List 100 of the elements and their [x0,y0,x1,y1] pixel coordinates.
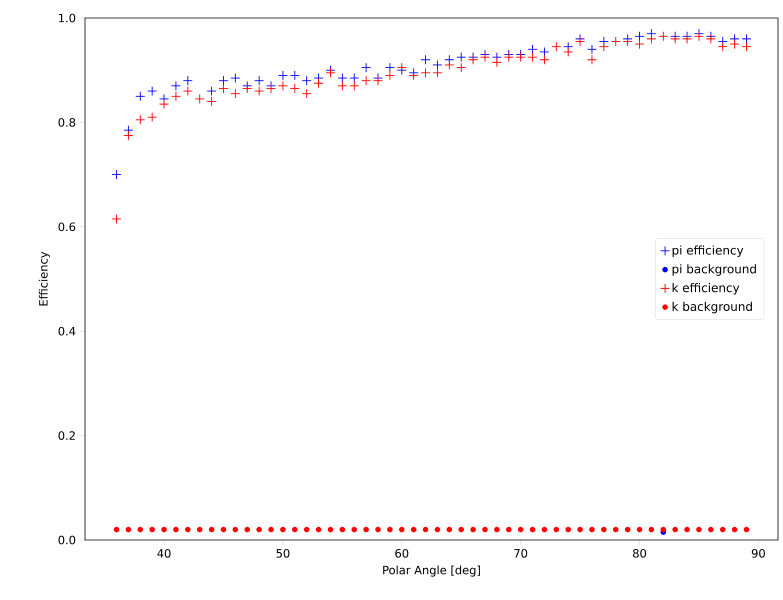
point [482,526,488,532]
point [254,86,264,96]
x-tick-label: 80 [633,549,646,558]
point [696,526,702,532]
point [208,526,214,532]
point [575,36,586,46]
point [206,86,217,96]
point [278,80,288,91]
y-tick-label: 0.6 [58,222,76,232]
point [114,526,120,532]
point [612,526,619,532]
point [506,526,512,532]
point [173,526,179,532]
point [646,34,656,44]
point [636,526,642,532]
point [565,526,571,532]
point [718,42,728,52]
x-tick-label: 50 [276,549,290,558]
point [601,526,607,532]
point [326,68,336,78]
point [137,526,144,532]
point [432,60,442,70]
point [458,526,464,532]
point [161,526,167,532]
y-tick-label: 0.8 [58,118,76,127]
point [384,70,395,80]
point [420,54,430,65]
point [456,62,466,73]
point [387,526,393,532]
point [410,526,416,532]
point [135,91,146,102]
point [598,42,609,52]
point [470,526,476,532]
point [182,76,193,86]
point [278,70,288,80]
y-axis-title: Efficiency [38,252,50,306]
x-tick-label: 60 [395,549,408,558]
point [732,526,738,532]
point [551,42,562,52]
point [230,73,240,83]
point [660,526,666,532]
point [384,62,395,73]
point [694,31,704,42]
point [126,526,132,532]
point [135,114,146,125]
point [634,31,644,42]
point [218,84,228,94]
point [672,526,678,532]
point [218,76,228,86]
point [624,526,630,532]
point [337,73,348,83]
point [587,54,597,65]
point [182,86,193,96]
point [220,526,226,532]
point [373,76,383,86]
point [396,62,407,73]
point [361,62,372,73]
point [480,52,490,62]
point [112,214,122,224]
point [658,31,668,42]
point [232,526,238,532]
point [528,44,538,54]
point [720,526,726,532]
y-tick-label: 0.2 [58,431,75,440]
x-tick-label: 40 [157,549,171,558]
x-tick-label: 70 [514,549,528,558]
point [563,46,574,57]
point [159,99,169,110]
point [194,94,205,104]
point [492,57,502,68]
point [230,88,240,99]
point [147,112,158,122]
point [147,86,158,96]
point [587,44,597,54]
point [256,526,262,532]
point [363,526,369,532]
point [349,73,360,83]
point [494,526,500,532]
point [468,54,478,65]
point [528,52,538,62]
point [684,526,690,532]
y-tick-label: 0.0 [58,536,76,544]
point [530,526,536,532]
point [328,526,334,532]
point [290,84,300,94]
point [185,526,191,532]
point [542,526,548,532]
point [171,91,181,102]
point [742,42,752,52]
point [292,526,298,532]
legend-label: k efficiency [672,282,740,295]
point [244,526,250,532]
point [242,84,252,94]
point [420,68,430,78]
point [539,46,550,57]
point [706,34,716,44]
y-tick-label: 0.4 [58,326,76,336]
point [337,80,348,91]
x-axis-title: Polar Angle [deg] [383,566,480,577]
point [304,526,310,532]
